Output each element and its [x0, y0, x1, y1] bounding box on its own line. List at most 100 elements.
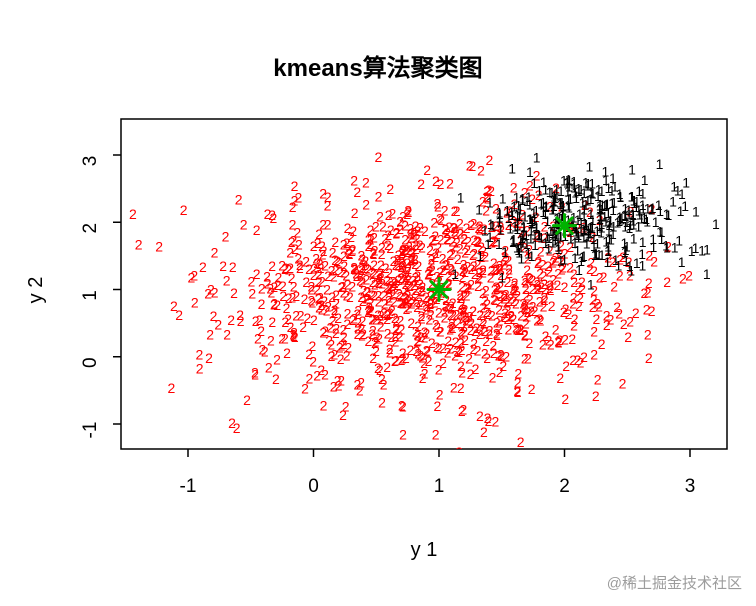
data-point-cluster-1: 1 — [639, 197, 647, 213]
data-point-cluster-1: 1 — [633, 193, 641, 209]
data-point-cluster-2: 2 — [417, 348, 425, 364]
data-point-cluster-2: 2 — [417, 308, 425, 324]
data-point-cluster-2: 2 — [362, 253, 370, 269]
data-point-cluster-1: 1 — [555, 216, 563, 232]
data-point-cluster-2: 2 — [390, 294, 398, 310]
data-point-cluster-2: 2 — [435, 340, 443, 356]
data-point-cluster-2: 2 — [407, 252, 415, 268]
data-point-cluster-1: 1 — [571, 221, 579, 237]
data-point-cluster-2: 2 — [462, 312, 470, 328]
data-point-cluster-2: 2 — [370, 229, 378, 245]
data-point-cluster-2: 2 — [211, 244, 219, 260]
data-point-cluster-1: 1 — [513, 240, 521, 256]
data-point-cluster-2: 2 — [561, 279, 569, 295]
data-point-cluster-2: 2 — [464, 259, 472, 275]
data-point-cluster-1: 1 — [605, 223, 613, 239]
data-point-cluster-2: 2 — [301, 381, 309, 397]
data-point-cluster-2: 2 — [476, 307, 484, 323]
data-point-cluster-2: 2 — [254, 331, 262, 347]
data-point-cluster-2: 2 — [475, 220, 483, 236]
data-point-cluster-1: 1 — [633, 255, 641, 271]
data-point-cluster-2: 2 — [517, 239, 525, 255]
data-point-cluster-2: 2 — [511, 277, 519, 293]
data-point-cluster-1: 1 — [527, 231, 535, 247]
data-point-cluster-2: 2 — [557, 237, 565, 253]
data-point-cluster-2: 2 — [365, 300, 373, 316]
data-point-cluster-1: 1 — [652, 214, 660, 230]
data-point-cluster-1: 1 — [596, 211, 604, 227]
data-point-cluster-2: 2 — [536, 311, 544, 327]
data-point-cluster-2: 2 — [493, 261, 501, 277]
data-point-cluster-2: 2 — [343, 235, 351, 251]
data-point-cluster-2: 2 — [454, 315, 462, 331]
data-point-cluster-2: 2 — [520, 240, 528, 256]
data-point-cluster-1: 1 — [703, 241, 711, 257]
data-point-cluster-2: 2 — [404, 202, 412, 218]
data-point-cluster-2: 2 — [285, 262, 293, 278]
data-point-cluster-2: 2 — [292, 288, 300, 304]
data-point-cluster-2: 2 — [458, 279, 466, 295]
data-point-cluster-2: 2 — [384, 237, 392, 253]
data-point-cluster-2: 2 — [456, 306, 464, 322]
data-point-cluster-1: 1 — [609, 202, 617, 218]
data-point-cluster-1: 1 — [623, 239, 631, 255]
data-point-cluster-2: 2 — [490, 292, 498, 308]
data-point-cluster-2: 2 — [385, 306, 393, 322]
data-point-cluster-2: 2 — [439, 250, 447, 266]
data-point-cluster-2: 2 — [291, 241, 299, 257]
data-point-cluster-1: 1 — [539, 204, 547, 220]
data-point-cluster-1: 1 — [602, 196, 610, 212]
data-point-cluster-2: 2 — [377, 257, 385, 273]
data-point-cluster-1: 1 — [509, 234, 517, 250]
data-point-cluster-2: 2 — [367, 303, 375, 319]
data-point-cluster-2: 2 — [521, 185, 529, 201]
data-point-cluster-2: 2 — [433, 291, 441, 307]
data-point-cluster-2: 2 — [327, 319, 335, 335]
data-point-cluster-2: 2 — [535, 187, 543, 203]
data-point-cluster-2: 2 — [391, 353, 399, 369]
data-point-cluster-2: 2 — [392, 328, 400, 344]
data-point-cluster-2: 2 — [316, 256, 324, 272]
data-point-cluster-1: 1 — [554, 238, 562, 254]
data-point-cluster-2: 2 — [470, 245, 478, 261]
data-point-cluster-2: 2 — [481, 323, 489, 339]
data-point-cluster-2: 2 — [370, 257, 378, 273]
data-point-cluster-1: 1 — [519, 234, 527, 250]
data-point-cluster-2: 2 — [424, 293, 432, 309]
data-point-cluster-1: 1 — [517, 250, 525, 266]
data-point-cluster-1: 1 — [642, 211, 650, 227]
data-point-cluster-2: 2 — [463, 242, 471, 258]
data-point-cluster-2: 2 — [219, 258, 227, 274]
data-point-cluster-2: 2 — [613, 299, 621, 315]
data-point-cluster-2: 2 — [316, 290, 324, 306]
data-point-cluster-2: 2 — [331, 302, 339, 318]
data-point-cluster-2: 2 — [319, 186, 327, 202]
data-point-cluster-2: 2 — [502, 287, 510, 303]
data-point-cluster-2: 2 — [523, 222, 531, 238]
data-point-cluster-2: 2 — [486, 323, 494, 339]
data-point-cluster-2: 2 — [230, 285, 238, 301]
data-point-cluster-2: 2 — [291, 329, 299, 345]
data-point-cluster-2: 2 — [391, 310, 399, 326]
data-point-cluster-2: 2 — [333, 253, 341, 269]
data-point-cluster-2: 2 — [389, 287, 397, 303]
data-point-cluster-2: 2 — [471, 323, 479, 339]
data-point-cluster-2: 2 — [327, 337, 335, 353]
data-point-cluster-2: 2 — [482, 282, 490, 298]
data-point-cluster-2: 2 — [348, 278, 356, 294]
data-point-cluster-2: 2 — [619, 249, 627, 265]
data-point-cluster-2: 2 — [600, 269, 608, 285]
data-point-cluster-2: 2 — [340, 264, 348, 280]
data-point-cluster-2: 2 — [516, 321, 524, 337]
data-point-cluster-2: 2 — [552, 180, 560, 196]
data-point-cluster-2: 2 — [367, 222, 375, 238]
y-axis-label: y 2 — [25, 277, 47, 304]
data-point-cluster-2: 2 — [367, 295, 375, 311]
data-point-cluster-2: 2 — [434, 240, 442, 256]
data-point-cluster-2: 2 — [180, 202, 188, 218]
data-point-cluster-2: 2 — [534, 255, 542, 271]
data-point-cluster-2: 2 — [416, 237, 424, 253]
data-point-cluster-2: 2 — [507, 307, 515, 323]
data-point-cluster-1: 1 — [515, 244, 523, 260]
